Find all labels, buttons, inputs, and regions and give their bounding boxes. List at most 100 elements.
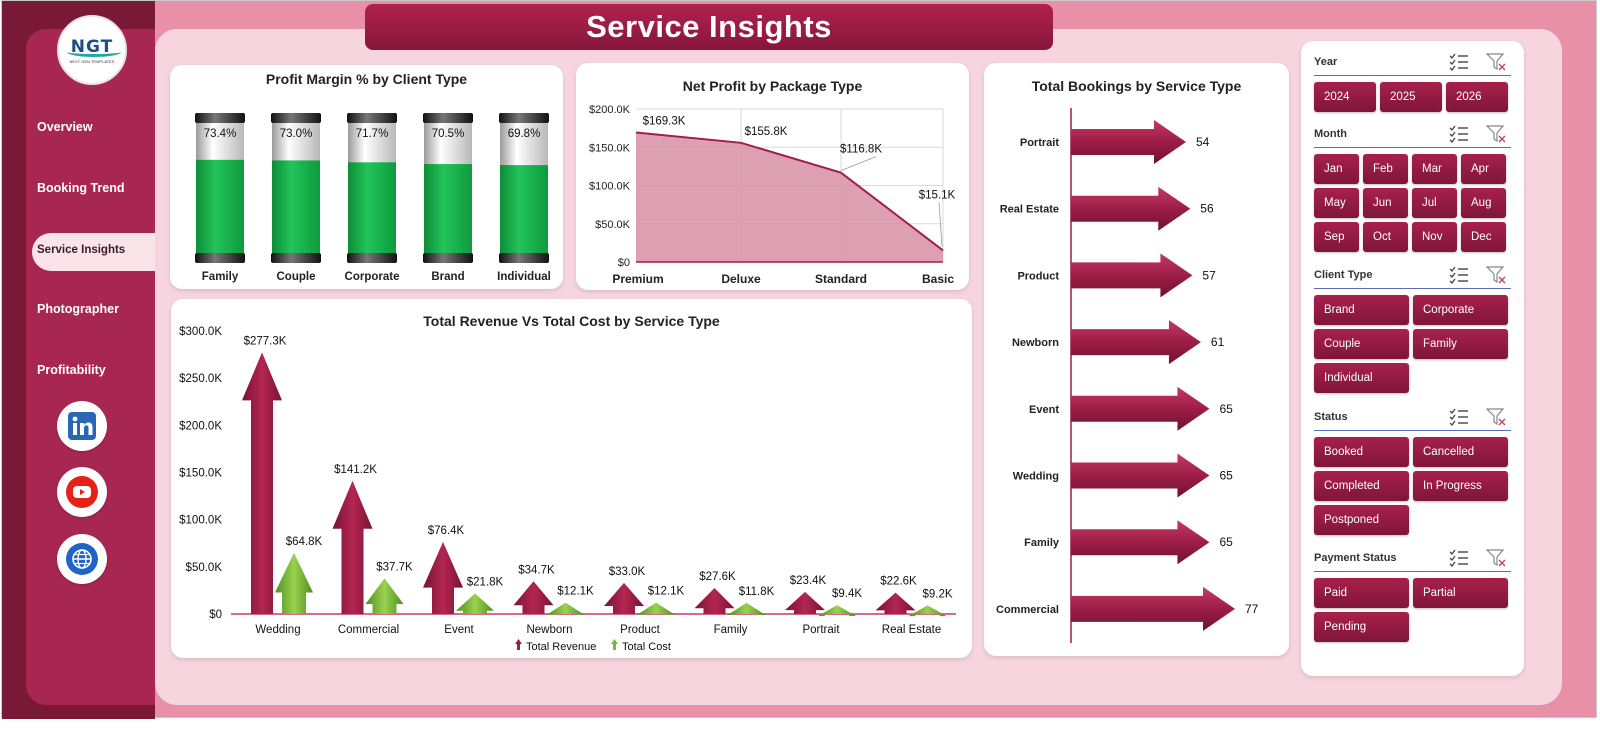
nav-photographer[interactable]: Photographer bbox=[37, 302, 119, 316]
clear-filter-icon[interactable] bbox=[1486, 53, 1506, 71]
net-profit-category-label: Premium bbox=[612, 272, 663, 286]
nav-overview[interactable]: Overview bbox=[37, 120, 93, 134]
revenue-cost-legend: Total Revenue Total Cost bbox=[515, 639, 671, 653]
month-chip-may[interactable]: May bbox=[1314, 188, 1359, 218]
net-profit-category-label: Basic bbox=[922, 272, 954, 286]
net-profit-chart: $0 $50.0K $100.0K $150.0K $200.0K $169.3K $155… bbox=[589, 104, 956, 286]
revenue-arrow bbox=[694, 587, 735, 614]
revenue-arrow bbox=[875, 592, 916, 614]
multi-select-icon[interactable] bbox=[1449, 53, 1469, 71]
booking-arrow bbox=[1071, 120, 1187, 164]
margin-bar-corporate bbox=[347, 113, 397, 263]
month-chip-dec[interactable]: Dec bbox=[1461, 222, 1506, 252]
month-chip-jun[interactable]: Jun bbox=[1363, 188, 1408, 218]
margin-data-label: 69.8% bbox=[508, 128, 541, 140]
nav-booking-trend[interactable]: Booking Trend bbox=[37, 181, 125, 195]
revenue-data-label: $33.0K bbox=[609, 566, 646, 578]
year-chip-2024[interactable]: 2024 bbox=[1314, 82, 1376, 112]
booking-arrow bbox=[1071, 253, 1193, 298]
month-chip-jan[interactable]: Jan bbox=[1314, 154, 1359, 184]
booking-value-label: 65 bbox=[1219, 402, 1233, 416]
payment-chip-pending[interactable]: Pending bbox=[1314, 612, 1409, 642]
cost-arrow bbox=[275, 552, 313, 614]
nav-service-insights[interactable]: Service Insights bbox=[32, 233, 155, 271]
booking-value-label: 54 bbox=[1196, 135, 1210, 149]
year-filter-label: Year bbox=[1314, 56, 1338, 68]
clear-filter-icon[interactable] bbox=[1486, 408, 1506, 426]
multi-select-icon[interactable] bbox=[1449, 408, 1469, 426]
legend-revenue-swatch bbox=[515, 639, 522, 650]
cost-data-label: $12.1K bbox=[648, 586, 685, 598]
client-type-chip-brand[interactable]: Brand bbox=[1314, 295, 1409, 325]
nav-profitability[interactable]: Profitability bbox=[37, 363, 106, 377]
client-type-chip-corporate[interactable]: Corporate bbox=[1413, 295, 1508, 325]
net-profit-title: Net Profit by Package Type bbox=[682, 78, 863, 94]
status-chip-in-progress[interactable]: In Progress bbox=[1413, 471, 1508, 501]
status-chip-completed[interactable]: Completed bbox=[1314, 471, 1409, 501]
month-chip-mar[interactable]: Mar bbox=[1412, 154, 1457, 184]
revenue-data-label: $277.3K bbox=[244, 335, 287, 347]
revenue-data-label: $34.7K bbox=[518, 564, 555, 576]
booking-category-label: Commercial bbox=[996, 604, 1059, 616]
clear-filter-icon[interactable] bbox=[1486, 125, 1506, 143]
net-profit-y-tick: $100.0K bbox=[589, 181, 631, 193]
client-type-filter-header: Client Type bbox=[1314, 266, 1511, 289]
revenue-cost-panel: Total Revenue Vs Total Cost by Service T… bbox=[171, 299, 972, 658]
booking-value-label: 77 bbox=[1245, 602, 1259, 616]
linkedin-button[interactable] bbox=[57, 401, 107, 451]
status-chip-booked[interactable]: Booked bbox=[1314, 437, 1409, 467]
revenue-cost-category-label: Product bbox=[620, 624, 660, 636]
payment-chip-partial[interactable]: Partial bbox=[1413, 578, 1508, 608]
clear-filter-icon[interactable] bbox=[1486, 549, 1506, 567]
net-profit-data-label: $155.8K bbox=[745, 126, 788, 138]
profit-margin-chart: 73.4% Family 73.0% Couple 71.7% Corporate 70.5… bbox=[195, 113, 551, 283]
booking-category-label: Real Estate bbox=[1000, 204, 1059, 216]
revenue-cost-title: Total Revenue Vs Total Cost by Service T… bbox=[423, 313, 720, 329]
margin-category-label: Corporate bbox=[345, 271, 400, 283]
net-profit-y-tick: $150.0K bbox=[589, 142, 631, 154]
payment-status-filter-label: Payment Status bbox=[1314, 552, 1397, 564]
youtube-button[interactable] bbox=[57, 467, 107, 517]
month-chip-oct[interactable]: Oct bbox=[1363, 222, 1408, 252]
booking-arrow bbox=[1071, 386, 1210, 431]
month-chip-nov[interactable]: Nov bbox=[1412, 222, 1457, 252]
cost-data-label: $11.8K bbox=[739, 586, 775, 598]
margin-bar-individual bbox=[499, 113, 549, 263]
payment-chip-paid[interactable]: Paid bbox=[1314, 578, 1409, 608]
status-chip-cancelled[interactable]: Cancelled bbox=[1413, 437, 1508, 467]
client-type-chip-couple[interactable]: Couple bbox=[1314, 329, 1409, 359]
year-filter-header: Year bbox=[1314, 53, 1511, 76]
cost-data-label: $12.1K bbox=[557, 586, 594, 598]
month-chip-apr[interactable]: Apr bbox=[1461, 154, 1506, 184]
multi-select-icon[interactable] bbox=[1449, 266, 1469, 284]
revenue-data-label: $27.6K bbox=[699, 571, 736, 583]
month-chip-aug[interactable]: Aug bbox=[1461, 188, 1506, 218]
cost-arrow bbox=[727, 602, 766, 615]
website-button[interactable] bbox=[57, 534, 107, 584]
cost-data-label: $9.2K bbox=[922, 588, 952, 600]
bookings-panel: Total Bookings by Service Type 54 Portrai… bbox=[984, 63, 1289, 656]
cost-data-label: $9.4K bbox=[832, 588, 862, 600]
page-title: Service Insights bbox=[586, 9, 832, 44]
status-filter-label: Status bbox=[1314, 411, 1348, 423]
year-chip-2026[interactable]: 2026 bbox=[1446, 82, 1508, 112]
revenue-cost-y-tick: $200.0K bbox=[179, 420, 222, 432]
revenue-cost-y-tick: $300.0K bbox=[179, 326, 222, 338]
net-profit-category-label: Deluxe bbox=[721, 272, 761, 286]
multi-select-icon[interactable] bbox=[1449, 549, 1469, 567]
status-filter-header: Status bbox=[1314, 408, 1511, 431]
client-type-chip-family[interactable]: Family bbox=[1413, 329, 1508, 359]
margin-category-label: Brand bbox=[431, 271, 464, 283]
multi-select-icon[interactable] bbox=[1449, 125, 1469, 143]
filter-panel: Year Month Client Type Status Payment St… bbox=[1301, 41, 1524, 676]
booking-arrow bbox=[1071, 586, 1235, 631]
clear-filter-icon[interactable] bbox=[1486, 266, 1506, 284]
net-profit-line bbox=[635, 131, 944, 252]
client-type-chip-individual[interactable]: Individual bbox=[1314, 363, 1409, 393]
month-chip-jul[interactable]: Jul bbox=[1412, 188, 1457, 218]
month-chip-sep[interactable]: Sep bbox=[1314, 222, 1359, 252]
margin-data-label: 71.7% bbox=[356, 128, 389, 140]
month-chip-feb[interactable]: Feb bbox=[1363, 154, 1408, 184]
status-chip-postponed[interactable]: Postponed bbox=[1314, 505, 1409, 535]
year-chip-2025[interactable]: 2025 bbox=[1380, 82, 1442, 112]
